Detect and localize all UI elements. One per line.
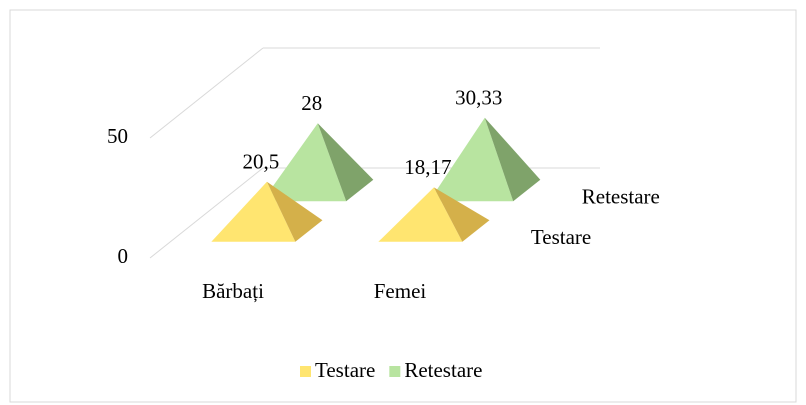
grid-line (149, 47, 264, 139)
legend-label: Retestare (404, 358, 482, 382)
pyramid (378, 187, 490, 242)
pyramid (429, 117, 541, 202)
pyramid-front (429, 117, 514, 202)
data-label: 28 (301, 91, 322, 115)
pyramid-side (433, 187, 490, 242)
pyramid-side (484, 117, 541, 202)
pyramid-front (262, 123, 347, 202)
y-tick-label: 0 (118, 244, 129, 268)
pyramid-front (211, 181, 296, 242)
data-label: 20,5 (243, 150, 280, 174)
depth-label: Retestare (582, 184, 660, 208)
grid-line (149, 167, 264, 259)
legend-label: Testare (315, 358, 375, 382)
pyramid-front (378, 187, 463, 242)
x-tick-label: Bărbați (202, 279, 264, 303)
pyramid-side (266, 181, 323, 242)
data-label: 18,17 (404, 155, 451, 179)
y-tick-label: 50 (107, 124, 128, 148)
legend-swatch (300, 366, 311, 377)
legend-swatch (389, 366, 401, 377)
pyramid (211, 181, 323, 242)
depth-label: Testare (531, 225, 591, 249)
x-tick-label: Femei (374, 279, 427, 303)
pyramid (262, 123, 374, 202)
data-label: 30,33 (455, 86, 502, 110)
chart-frame (9, 9, 797, 403)
pyramid-side (317, 123, 374, 202)
